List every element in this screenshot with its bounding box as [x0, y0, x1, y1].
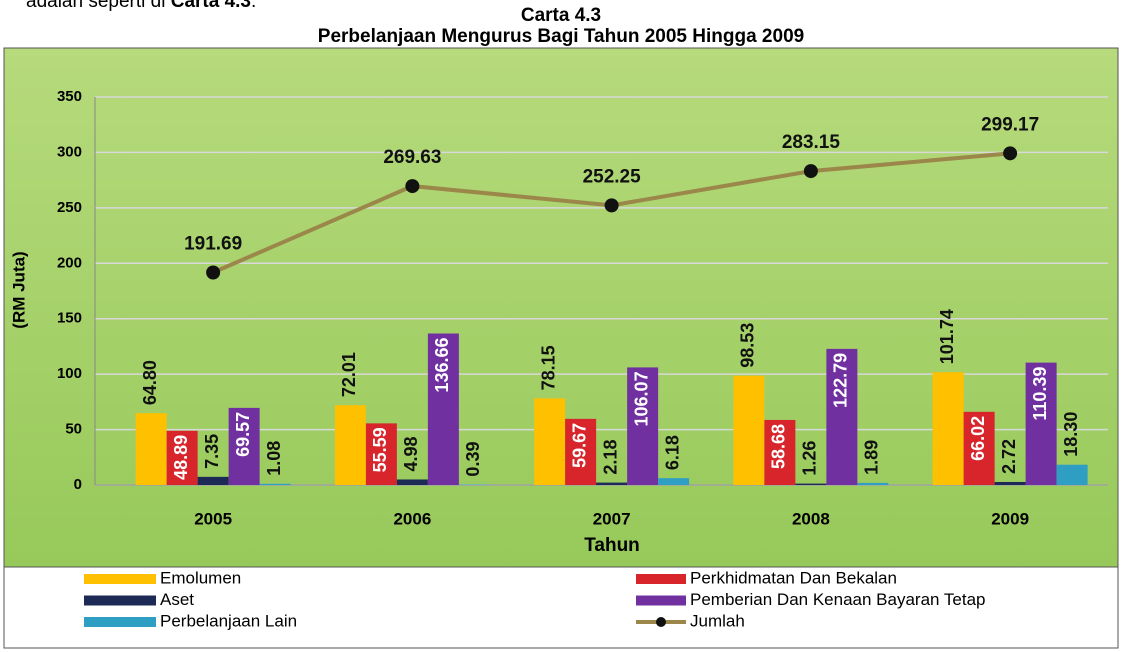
bar [427, 333, 459, 485]
data-label: 110.39 [1030, 367, 1050, 421]
data-label: 299.17 [981, 114, 1039, 135]
bar [259, 483, 291, 485]
data-label: 1.89 [862, 440, 882, 475]
bar [166, 430, 198, 485]
data-label: 98.53 [738, 323, 758, 368]
legend-label: Aset [160, 590, 194, 609]
bar [135, 413, 167, 485]
data-label: 2.18 [600, 440, 620, 475]
line-point [1003, 146, 1018, 161]
data-label: 252.25 [583, 166, 642, 187]
line-point [405, 179, 420, 194]
y-tick-label: 350 [57, 88, 82, 105]
data-label: 269.63 [383, 147, 441, 168]
bar [1025, 362, 1057, 485]
legend-swatch-dot [656, 617, 666, 627]
bar [795, 483, 827, 485]
data-label: 191.69 [184, 234, 242, 255]
bar [396, 479, 428, 485]
data-label: 48.89 [171, 435, 191, 480]
y-tick-label: 150 [57, 310, 82, 327]
intro-end: . [251, 0, 256, 12]
chart-title: Carta 4.3 [521, 5, 601, 26]
data-label: 2.72 [999, 439, 1019, 474]
bar [963, 411, 995, 485]
y-tick-label: 0 [74, 476, 82, 493]
data-label: 55.59 [370, 427, 390, 472]
legend-swatch [84, 617, 156, 627]
data-label: 78.15 [538, 345, 558, 390]
legend-label: Perkhidmatan Dan Bekalan [690, 568, 897, 587]
line-point [803, 164, 818, 179]
data-label: 101.74 [937, 309, 957, 364]
legend-label: Emolumen [160, 568, 241, 587]
y-tick-label: 300 [57, 143, 82, 160]
data-label: 58.68 [769, 424, 789, 469]
intro-text: adalah seperti di [26, 0, 165, 12]
data-label: 72.01 [339, 352, 359, 397]
legend-label: Pemberian Dan Kenaan Bayaran Tetap [690, 590, 986, 609]
x-tick-label: 2009 [991, 509, 1029, 528]
bar [994, 481, 1026, 485]
legend-swatch [84, 595, 156, 606]
x-tick-label: 2007 [593, 509, 631, 528]
legend-label: Perbelanjaan Lain [160, 611, 297, 630]
data-label: 7.35 [202, 434, 222, 469]
data-label: 1.26 [800, 441, 820, 476]
bar [857, 482, 889, 485]
data-label: 283.15 [782, 132, 841, 153]
data-label: 66.02 [968, 416, 988, 461]
data-label: 59.67 [569, 423, 589, 468]
bar [228, 407, 260, 485]
legend-swatch [636, 574, 686, 584]
bar [565, 418, 597, 485]
x-tick-label: 2005 [194, 509, 232, 528]
data-label: 4.98 [401, 436, 421, 471]
intro: adalah seperti di Carta 4.3. [26, 0, 256, 12]
bar [627, 367, 659, 485]
bar [596, 482, 628, 485]
bar [334, 405, 366, 485]
data-label: 64.80 [140, 360, 160, 405]
data-label: 1.08 [264, 441, 284, 476]
bar [365, 423, 397, 485]
chart-background [3, 47, 1119, 568]
y-tick-label: 200 [57, 254, 82, 271]
y-axis-title: (RM Juta) [9, 251, 28, 328]
data-label: 106.07 [631, 371, 651, 426]
data-label: 122.79 [831, 353, 851, 408]
data-label: 0.39 [463, 442, 483, 477]
data-label: 6.18 [662, 435, 682, 470]
x-axis-title: Tahun [584, 535, 640, 556]
y-tick-label: 250 [57, 199, 82, 216]
bar [1056, 464, 1088, 485]
bar [534, 398, 566, 485]
x-tick-label: 2006 [393, 509, 431, 528]
bar [658, 478, 690, 485]
bar [826, 348, 858, 485]
line-point [206, 265, 221, 280]
legend-swatch [636, 595, 686, 606]
data-label: 136.66 [432, 338, 452, 393]
legend-swatch [84, 574, 156, 584]
line-point [604, 198, 619, 213]
bar [733, 375, 765, 485]
y-tick-label: 50 [65, 421, 82, 438]
bar [764, 419, 796, 485]
legend-box [3, 566, 1119, 649]
bar [197, 476, 229, 485]
data-label: 18.30 [1061, 412, 1081, 457]
x-tick-label: 2008 [792, 509, 830, 528]
intro-bold: Carta 4.3 [171, 0, 251, 12]
legend-label: Jumlah [690, 611, 745, 630]
chart-subtitle: Perbelanjaan Mengurus Bagi Tahun 2005 Hi… [318, 26, 804, 47]
data-label: 69.57 [233, 412, 253, 457]
bar [932, 372, 964, 485]
y-tick-label: 100 [57, 365, 82, 382]
